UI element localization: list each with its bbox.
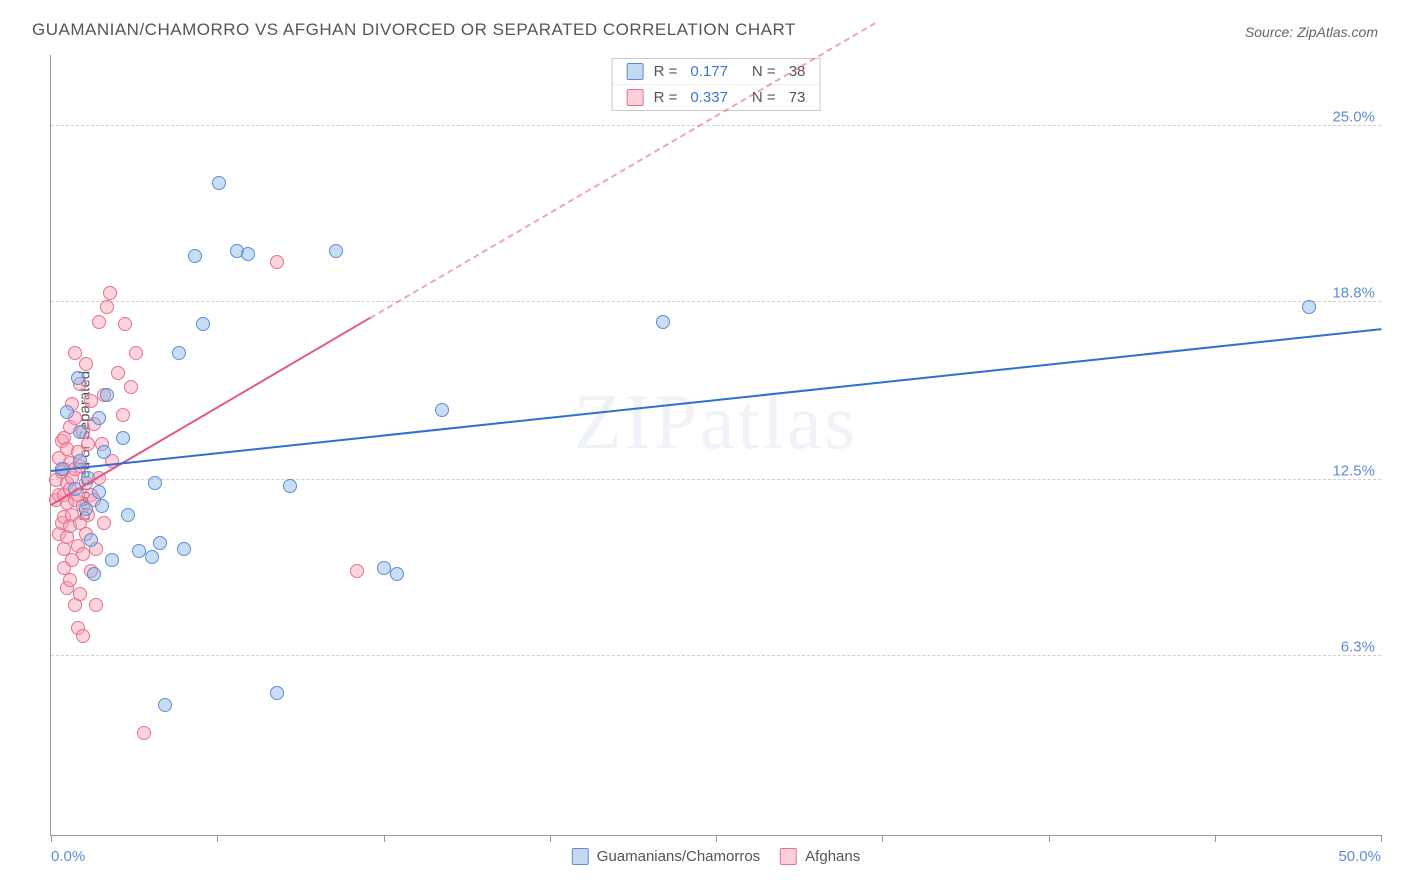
x-tick — [882, 835, 883, 842]
x-tick — [1215, 835, 1216, 842]
data-point — [71, 371, 85, 385]
r-label-b: R = — [654, 89, 678, 106]
data-point — [116, 431, 130, 445]
data-point — [79, 357, 93, 371]
data-point — [79, 502, 93, 516]
data-point — [121, 508, 135, 522]
gridline-h — [51, 655, 1381, 656]
data-point — [63, 573, 77, 587]
data-point — [76, 629, 90, 643]
legend-item-a: Guamanians/Chamorros — [572, 848, 760, 865]
data-point — [73, 587, 87, 601]
data-point — [145, 550, 159, 564]
n-value-b: 73 — [789, 89, 806, 106]
swatch-b — [627, 89, 644, 106]
regression-line-a — [51, 328, 1381, 472]
correlation-legend: R = 0.177 N = 38 R = 0.337 N = 73 — [612, 58, 821, 111]
data-point — [148, 476, 162, 490]
x-tick — [716, 835, 717, 842]
swatch-b-icon — [780, 848, 797, 865]
data-point — [270, 686, 284, 700]
chart-source: Source: ZipAtlas.com — [1245, 24, 1378, 40]
data-point — [60, 405, 74, 419]
source-prefix: Source: — [1245, 24, 1297, 40]
data-point — [95, 499, 109, 513]
data-point — [87, 567, 101, 581]
x-tick-label: 50.0% — [1338, 848, 1381, 865]
data-point — [1302, 300, 1316, 314]
plot-area: ZIPatlas R = 0.177 N = 38 R = 0.337 N = … — [50, 55, 1381, 836]
x-tick — [217, 835, 218, 842]
legend-item-b: Afghans — [780, 848, 860, 865]
legend-label-b: Afghans — [805, 848, 860, 865]
gridline-h — [51, 301, 1381, 302]
data-point — [435, 403, 449, 417]
data-point — [158, 698, 172, 712]
data-point — [329, 244, 343, 258]
r-value-a: 0.177 — [690, 63, 728, 80]
data-point — [283, 479, 297, 493]
data-point — [81, 437, 95, 451]
data-point — [100, 300, 114, 314]
data-point — [105, 553, 119, 567]
data-point — [116, 408, 130, 422]
data-point — [92, 411, 106, 425]
data-point — [350, 564, 364, 578]
y-tick-label: 6.3% — [1341, 639, 1375, 656]
data-point — [103, 286, 117, 300]
data-point — [188, 249, 202, 263]
data-point — [270, 255, 284, 269]
data-point — [84, 394, 98, 408]
data-point — [84, 533, 98, 547]
source-name: ZipAtlas.com — [1297, 24, 1378, 40]
gridline-h — [51, 479, 1381, 480]
legend-row-b: R = 0.337 N = 73 — [613, 84, 820, 110]
data-point — [89, 598, 103, 612]
data-point — [196, 317, 210, 331]
data-point — [97, 445, 111, 459]
x-tick — [1049, 835, 1050, 842]
data-point — [73, 425, 87, 439]
y-tick-label: 12.5% — [1332, 463, 1375, 480]
data-point — [68, 346, 82, 360]
data-point — [100, 388, 114, 402]
x-tick — [51, 835, 52, 842]
r-value-b: 0.337 — [690, 89, 728, 106]
x-tick-label: 0.0% — [51, 848, 85, 865]
data-point — [212, 176, 226, 190]
swatch-a-icon — [572, 848, 589, 865]
data-point — [97, 516, 111, 530]
data-point — [241, 247, 255, 261]
data-point — [172, 346, 186, 360]
x-tick — [1381, 835, 1382, 842]
data-point — [92, 315, 106, 329]
n-label-a: N = — [752, 63, 776, 80]
data-point — [92, 485, 106, 499]
data-point — [132, 544, 146, 558]
gridline-h — [51, 125, 1381, 126]
x-tick — [550, 835, 551, 842]
x-tick — [384, 835, 385, 842]
data-point — [390, 567, 404, 581]
data-point — [177, 542, 191, 556]
data-point — [377, 561, 391, 575]
data-point — [656, 315, 670, 329]
data-point — [153, 536, 167, 550]
y-tick-label: 18.8% — [1332, 284, 1375, 301]
legend-label-a: Guamanians/Chamorros — [597, 848, 760, 865]
data-point — [129, 346, 143, 360]
data-point — [124, 380, 138, 394]
data-point — [137, 726, 151, 740]
series-legend: Guamanians/Chamorros Afghans — [572, 848, 860, 865]
r-label-a: R = — [654, 63, 678, 80]
swatch-a — [627, 63, 644, 80]
data-point — [118, 317, 132, 331]
chart-title: GUAMANIAN/CHAMORRO VS AFGHAN DIVORCED OR… — [32, 20, 796, 40]
data-point — [76, 547, 90, 561]
y-tick-label: 25.0% — [1332, 108, 1375, 125]
data-point — [111, 366, 125, 380]
